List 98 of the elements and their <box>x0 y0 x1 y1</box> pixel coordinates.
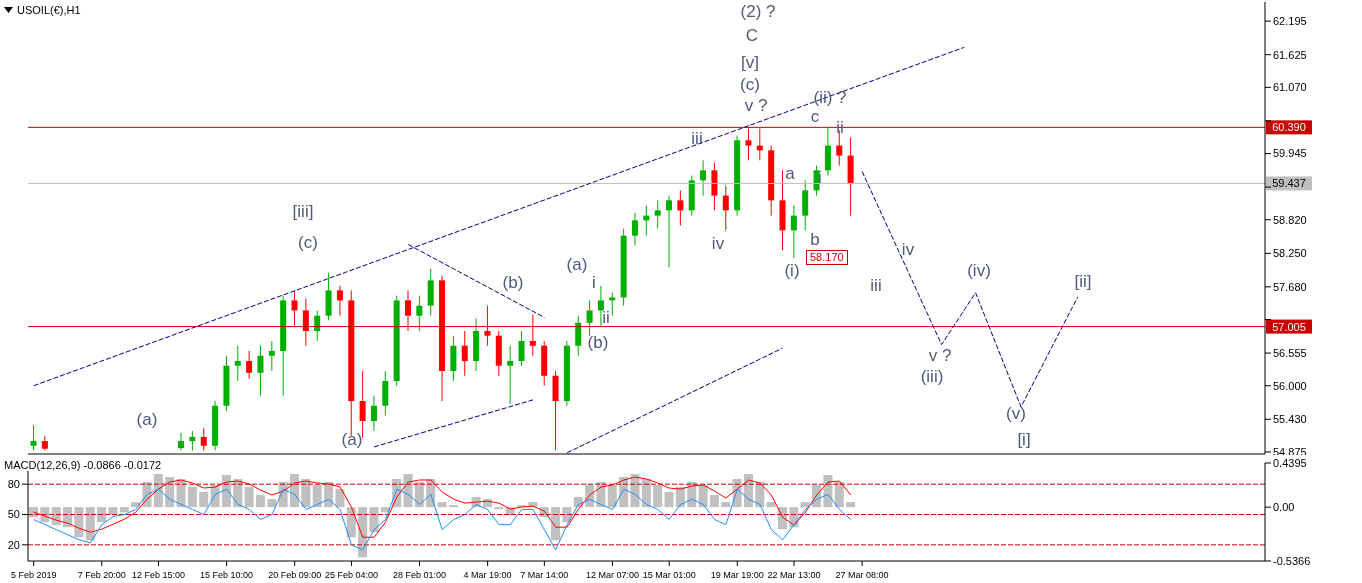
annotation: C <box>745 26 759 45</box>
x-tick-label: 4 Mar 19:00 <box>463 570 512 580</box>
bar <box>199 492 209 508</box>
annotation: (a) <box>341 430 363 449</box>
bar <box>267 499 277 508</box>
y-tick-label: 58.250 <box>1273 247 1307 260</box>
x-tick-label: 12 Feb 15:00 <box>131 570 186 580</box>
y-tick-label: 59.945 <box>1273 147 1307 160</box>
annotation: v ? <box>928 346 952 365</box>
annotation: (a) <box>136 410 158 429</box>
annotation: i <box>818 168 822 187</box>
chart-title: MACD(12,26,9) -0.0866 -0.0172 <box>4 459 162 471</box>
x-tick-label: 15 Feb 10:00 <box>200 570 254 580</box>
bar <box>709 495 719 508</box>
y2-tick-label: 80 <box>7 478 20 491</box>
annotation: iv <box>711 234 725 253</box>
x-tick-label: 15 Mar 01:00 <box>642 570 696 580</box>
annotation: [ii] <box>1074 272 1092 291</box>
annotation: (b) <box>502 273 524 292</box>
annotation: 58.170 <box>806 250 848 266</box>
bar <box>641 479 651 508</box>
bar <box>846 502 856 508</box>
y-tick-label: 61.070 <box>1273 81 1307 94</box>
annotation: (i) <box>784 261 800 280</box>
x-tick-label: 28 Feb 01:00 <box>393 570 447 580</box>
y-tick-label: 57.680 <box>1273 280 1307 293</box>
annotation: (iv) <box>967 261 991 280</box>
x-tick-label: 7 Mar 14:00 <box>520 570 569 580</box>
x-tick-label: 25 Feb 04:00 <box>324 570 378 580</box>
x-tick-label: 7 Feb 20:00 <box>77 570 126 580</box>
bar <box>437 502 447 508</box>
annotation: a <box>785 164 795 183</box>
ref-line-label: 60.390 <box>1272 121 1306 134</box>
annotation: i <box>592 273 596 292</box>
x-tick-label: 19 Mar 19:00 <box>710 570 764 580</box>
annotation: iv <box>901 240 915 259</box>
bar <box>301 479 311 508</box>
y-tick-label: -0.5366 <box>1273 554 1311 567</box>
y-tick-label: 54.875 <box>1273 445 1307 458</box>
candlestick <box>745 128 752 161</box>
bar <box>369 507 379 533</box>
bar <box>834 482 844 508</box>
y-tick-label: 61.625 <box>1273 48 1307 61</box>
annotation: (b) <box>587 333 609 352</box>
x-tick-label: 22 Mar 13:00 <box>767 570 821 580</box>
bar <box>448 505 458 508</box>
chart-title: USOIL(€),H1 <box>17 4 81 16</box>
annotation: (a) <box>566 255 588 274</box>
candlestick <box>654 199 661 230</box>
bar <box>653 485 663 508</box>
x-tick-label: 20 Feb 09:00 <box>268 570 322 580</box>
y2-tick-label: 50 <box>7 508 20 521</box>
ref-line-label: 59.437 <box>1272 177 1306 190</box>
y2-tick-label: 20 <box>7 538 20 551</box>
bar <box>607 485 617 508</box>
annotation: (v) <box>1006 404 1026 423</box>
y-tick-label: 56.000 <box>1273 379 1307 392</box>
bar <box>187 487 197 508</box>
bar <box>108 507 118 516</box>
annotation: [iii] <box>292 202 314 221</box>
annotation: v ? <box>744 96 768 115</box>
annotation: ii <box>602 308 610 327</box>
line-series <box>33 488 852 551</box>
y-tick-label: 55.430 <box>1273 413 1307 426</box>
annotation: [i] <box>1017 430 1031 449</box>
annotation: (iii) <box>920 367 944 386</box>
x-tick-label: 27 Mar 08:00 <box>835 570 889 580</box>
annotation: (2) ? <box>740 2 776 21</box>
y-tick-label: 58.820 <box>1273 213 1307 226</box>
bar <box>244 487 254 508</box>
y-tick-label: 62.195 <box>1273 15 1307 28</box>
line-series <box>33 476 852 538</box>
bar <box>494 507 504 510</box>
y-tick-label: 0.00 <box>1273 501 1295 514</box>
annotation: (c) <box>740 75 760 94</box>
x-tick-label: 12 Mar 07:00 <box>585 570 639 580</box>
bar <box>721 502 731 508</box>
annotation: c <box>810 107 820 126</box>
bar <box>800 502 810 508</box>
y-tick-label: 0.4395 <box>1273 456 1307 469</box>
bar <box>312 485 322 508</box>
bar <box>414 482 424 508</box>
bar <box>551 507 561 541</box>
bar <box>664 492 674 508</box>
ref-line-label: 57.005 <box>1272 320 1306 333</box>
bar <box>97 507 107 523</box>
annotation: iii <box>691 129 703 148</box>
annotation: iii <box>870 276 882 295</box>
bar <box>119 507 129 513</box>
x-tick-label: 5 Feb 2019 <box>10 570 57 580</box>
annotation: b <box>810 230 820 249</box>
y-tick-label: 56.555 <box>1273 346 1307 359</box>
bar <box>74 507 84 538</box>
bar <box>255 495 265 508</box>
annotation: (c) <box>298 233 318 252</box>
bar <box>335 489 345 508</box>
annotation: [v] <box>741 53 759 72</box>
bar <box>766 502 776 508</box>
